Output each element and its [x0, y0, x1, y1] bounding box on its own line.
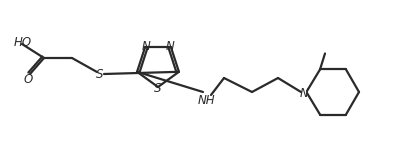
Text: N: N: [300, 86, 308, 100]
Text: N: N: [142, 40, 150, 53]
Text: NH: NH: [197, 94, 215, 107]
Text: HO: HO: [14, 36, 32, 49]
Text: O: O: [23, 73, 33, 85]
Text: S: S: [154, 82, 162, 94]
Text: N: N: [166, 40, 174, 53]
Text: S: S: [96, 67, 104, 81]
